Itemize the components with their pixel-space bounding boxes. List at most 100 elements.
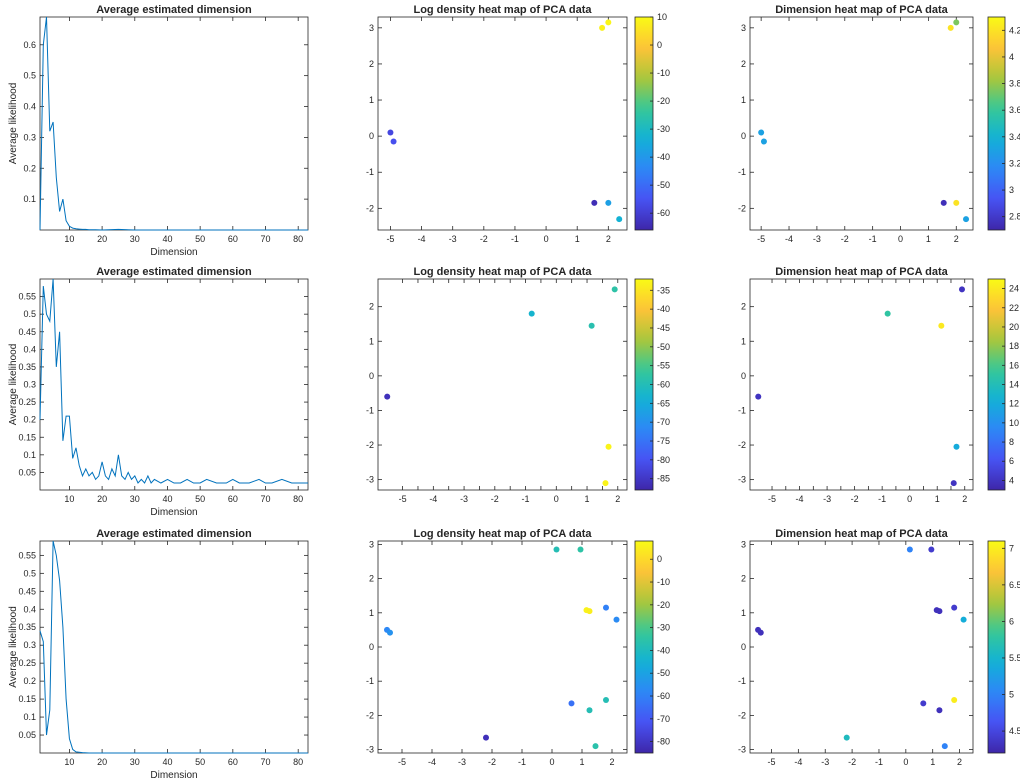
- y-tick-label: -1: [366, 405, 374, 415]
- x-tick-label: 1: [930, 757, 935, 767]
- y-tick-label: 0.6: [23, 40, 36, 50]
- axes-box: [39, 16, 309, 231]
- scatter-point: [586, 608, 593, 615]
- chart-title: Dimension heat map of PCA data: [775, 266, 948, 278]
- x-tick-label: 50: [195, 234, 205, 244]
- x-tick-label: -3: [458, 757, 466, 767]
- y-tick-label: 0.05: [18, 467, 36, 477]
- x-tick-label: 1: [585, 494, 590, 504]
- scatter-point: [586, 707, 593, 714]
- y-tick-label: -2: [366, 440, 374, 450]
- y-tick-label: 3: [741, 539, 746, 549]
- colorbar-tick-label: -35: [657, 285, 670, 295]
- colorbar-tick-label: -10: [657, 68, 670, 78]
- y-axis-label: Average likelihood: [8, 606, 19, 688]
- x-tick-label: -4: [785, 234, 793, 244]
- y-tick-label: 0.2: [23, 163, 36, 173]
- x-tick-label: -5: [386, 234, 394, 244]
- colorbar-tick-label: 14: [1009, 380, 1019, 390]
- scatter-point: [760, 138, 767, 145]
- scatter-point: [938, 322, 945, 329]
- x-tick-label: 80: [293, 757, 303, 767]
- y-tick-label: 0.4: [23, 102, 36, 112]
- x-tick-label: 0: [907, 494, 912, 504]
- x-tick-label: -5: [399, 494, 407, 504]
- x-tick-label: -2: [488, 757, 496, 767]
- y-tick-label: 0.25: [18, 397, 36, 407]
- series-line: [39, 278, 308, 484]
- x-tick-label: 20: [97, 757, 107, 767]
- colorbar-tick-label: -80: [657, 737, 670, 747]
- panel-3-2: Log density heat map of PCA data -5 -4 -3 -2…: [366, 528, 670, 767]
- y-tick-label: -3: [738, 475, 746, 485]
- y-tick-label: 0.4: [23, 604, 36, 614]
- scatter-point: [936, 608, 943, 615]
- x-tick-label: 1: [579, 757, 584, 767]
- x-tick-label: -5: [768, 494, 776, 504]
- y-tick-label: 0: [741, 131, 746, 141]
- x-tick-label: -3: [449, 234, 457, 244]
- colorbar-tick-label: 4.5: [1009, 726, 1020, 736]
- x-tick-label: 10: [64, 757, 74, 767]
- y-tick-label: 3: [741, 23, 746, 33]
- x-tick-label: -1: [869, 234, 877, 244]
- x-tick-label: -4: [429, 494, 437, 504]
- x-tick-label: 70: [261, 757, 271, 767]
- scatter-point: [611, 286, 618, 293]
- y-tick-label: 0.3: [23, 132, 36, 142]
- panel-3-3: Dimension heat map of PCA data -5 -4 -3 -2 -1…: [738, 528, 1020, 767]
- scatter-point: [950, 480, 957, 487]
- y-tick-label: 0.35: [18, 622, 36, 632]
- colorbar-tick-label: -20: [657, 96, 670, 106]
- colorbar: [634, 16, 654, 231]
- scatter-point: [947, 24, 954, 31]
- colorbar-tick-label: -45: [657, 323, 670, 333]
- x-tick-label: 80: [293, 234, 303, 244]
- colorbar: [987, 16, 1006, 231]
- x-tick-label: 0: [544, 234, 549, 244]
- y-tick-label: -2: [738, 710, 746, 720]
- scatter-point: [953, 443, 960, 450]
- x-tick-label: -2: [848, 757, 856, 767]
- colorbar-tick-label: 10: [657, 12, 667, 22]
- y-tick-label: 1: [741, 95, 746, 105]
- x-tick-label: 0: [898, 234, 903, 244]
- x-tick-label: 40: [162, 494, 172, 504]
- scatter-point: [951, 604, 958, 611]
- colorbar-tick-label: 6.5: [1009, 580, 1020, 590]
- y-tick-label: -2: [738, 203, 746, 213]
- x-tick-label: -3: [823, 494, 831, 504]
- y-tick-label: 0.5: [23, 309, 36, 319]
- series-line: [39, 540, 308, 754]
- colorbar-tick-label: -70: [657, 714, 670, 724]
- panel-2-1: Average estimated dimension 10 20 30 40 50 60 7…: [8, 266, 309, 518]
- colorbar-tick-label: -40: [657, 152, 670, 162]
- axes-box: [749, 278, 974, 491]
- y-tick-label: 2: [741, 302, 746, 312]
- x-tick-label: 0: [549, 757, 554, 767]
- colorbar-tick-label: -70: [657, 417, 670, 427]
- colorbar-tick-label: 4.2: [1009, 25, 1020, 35]
- colorbar-tick-label: 5.5: [1009, 653, 1020, 663]
- x-tick-label: -2: [480, 234, 488, 244]
- scatter-point: [384, 393, 391, 400]
- colorbar-tick-label: -60: [657, 691, 670, 701]
- x-tick-label: -1: [878, 494, 886, 504]
- y-tick-label: -2: [366, 710, 374, 720]
- scatter-point: [483, 734, 489, 741]
- panel-3-1: Average estimated dimension 10 20 30 40 50 60 7…: [8, 528, 309, 781]
- y-tick-label: -3: [366, 745, 374, 755]
- scatter-point: [960, 616, 967, 623]
- scatter-point: [951, 697, 958, 703]
- x-tick-label: 60: [228, 494, 238, 504]
- y-tick-label: 0: [369, 371, 374, 381]
- colorbar-tick-label: 12: [1009, 399, 1019, 409]
- y-tick-label: 0.5: [23, 568, 36, 578]
- x-tick-label: 60: [228, 757, 238, 767]
- y-tick-label: -3: [738, 745, 746, 755]
- y-tick-label: 0.55: [18, 550, 36, 560]
- colorbar-tick-label: 3.4: [1009, 132, 1020, 142]
- colorbar: [987, 540, 1006, 754]
- x-tick-label: -5: [767, 757, 775, 767]
- y-tick-label: 0.2: [23, 415, 36, 425]
